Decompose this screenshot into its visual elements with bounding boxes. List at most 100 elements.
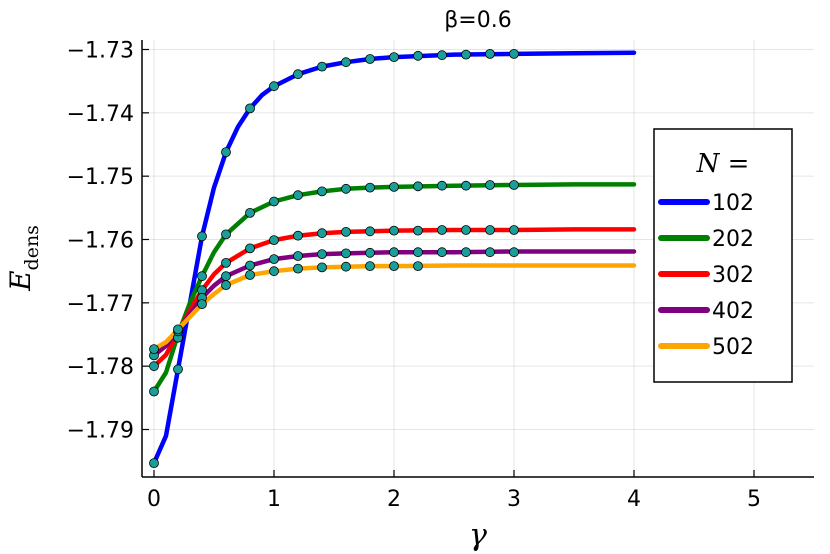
x-tick-label: 4 — [627, 487, 641, 512]
x-tick-label: 2 — [387, 487, 401, 512]
legend-label-302: 302 — [712, 263, 754, 288]
x-axis-label: γ — [469, 518, 487, 553]
data-point-502 — [221, 280, 231, 291]
x-tick-label: 3 — [507, 487, 521, 512]
data-point-202 — [317, 186, 327, 197]
data-point-402 — [317, 249, 327, 260]
data-point-202 — [389, 181, 399, 192]
y-axis-label-sub: dens — [21, 225, 43, 270]
legend-box — [653, 128, 793, 383]
data-point-502 — [389, 261, 399, 272]
data-point-102 — [509, 49, 519, 59]
data-point-102 — [341, 57, 351, 68]
y-tick-label: −1.75 — [67, 165, 134, 190]
data-point-102 — [173, 364, 183, 375]
y-ticks: −1.73 −1.74 −1.75 −1.76 −1.77 −1.78 −1.79 — [67, 39, 149, 444]
legend-title: N = — [696, 149, 750, 179]
legend: N = 102 202 302 402 502 — [653, 128, 793, 383]
data-point-102 — [413, 50, 423, 61]
data-point-102 — [365, 54, 375, 64]
data-point-402 — [365, 247, 375, 258]
data-point-302 — [485, 225, 495, 235]
data-point-202 — [509, 180, 519, 190]
data-point-502 — [317, 262, 327, 273]
data-point-202 — [485, 180, 495, 190]
data-point-502 — [149, 344, 159, 355]
data-point-302 — [437, 225, 447, 235]
y-tick-label: −1.76 — [67, 229, 134, 254]
data-point-202 — [437, 180, 447, 191]
data-point-402 — [221, 271, 231, 282]
legend-label-102: 102 — [712, 191, 754, 216]
data-point-402 — [269, 254, 279, 265]
data-point-502 — [365, 261, 375, 272]
data-point-202 — [269, 196, 279, 207]
data-point-402 — [437, 247, 447, 258]
data-point-102 — [437, 50, 447, 61]
legend-label-202: 202 — [712, 227, 754, 252]
legend-label-502: 502 — [712, 335, 754, 360]
legend-entries: 102 202 302 402 502 — [658, 191, 754, 360]
data-point-102 — [293, 69, 303, 80]
data-point-502 — [293, 263, 303, 274]
data-point-302 — [509, 225, 519, 235]
data-point-402 — [509, 247, 519, 258]
data-point-302 — [413, 225, 423, 236]
data-point-102 — [389, 52, 399, 62]
data-point-102 — [485, 49, 495, 59]
data-point-202 — [365, 182, 375, 193]
y-tick-label: −1.73 — [67, 39, 134, 64]
data-point-402 — [293, 251, 303, 261]
data-point-102 — [197, 231, 207, 242]
data-point-402 — [341, 248, 351, 259]
chart-title: β=0.6 — [444, 8, 511, 33]
data-point-502 — [173, 324, 183, 335]
data-point-502 — [341, 261, 351, 272]
y-tick-label: −1.74 — [67, 102, 134, 127]
data-point-502 — [413, 261, 423, 272]
data-point-202 — [149, 386, 159, 397]
data-point-302 — [389, 225, 399, 236]
series-markers — [149, 49, 519, 469]
data-point-302 — [293, 230, 303, 241]
data-point-102 — [245, 103, 255, 114]
data-point-402 — [413, 247, 423, 258]
data-point-202 — [293, 190, 303, 201]
data-point-202 — [461, 180, 471, 191]
x-tick-label: 1 — [267, 487, 281, 512]
data-point-302 — [245, 243, 255, 254]
x-tick-label: 0 — [147, 487, 161, 512]
data-point-502 — [245, 270, 255, 280]
data-point-302 — [269, 235, 279, 246]
data-point-302 — [461, 225, 471, 235]
y-tick-label: −1.78 — [67, 355, 134, 380]
data-point-402 — [461, 247, 471, 258]
y-tick-label: −1.79 — [67, 419, 134, 444]
data-point-502 — [269, 266, 279, 277]
y-tick-label: −1.77 — [67, 292, 134, 317]
data-point-302 — [149, 361, 159, 372]
y-axis-label: Edens — [4, 225, 43, 292]
data-point-202 — [221, 229, 231, 240]
data-point-202 — [197, 271, 207, 282]
data-point-102 — [461, 49, 471, 60]
data-point-102 — [269, 81, 279, 92]
data-point-102 — [149, 458, 159, 469]
x-tick-label: 5 — [747, 487, 761, 512]
x-ticks: 0 1 2 3 4 5 — [147, 470, 761, 512]
data-point-402 — [389, 247, 399, 258]
data-point-402 — [245, 260, 255, 271]
data-point-202 — [341, 183, 351, 194]
y-axis-label-main: E — [4, 270, 37, 291]
data-point-102 — [317, 61, 327, 72]
data-point-202 — [413, 181, 423, 192]
data-point-202 — [245, 207, 255, 218]
data-point-302 — [317, 228, 327, 239]
data-point-502 — [197, 299, 207, 310]
series-line-502 — [151, 263, 637, 352]
data-point-302 — [221, 257, 231, 268]
data-point-102 — [221, 147, 231, 158]
data-point-302 — [341, 226, 351, 237]
data-point-302 — [365, 226, 375, 237]
